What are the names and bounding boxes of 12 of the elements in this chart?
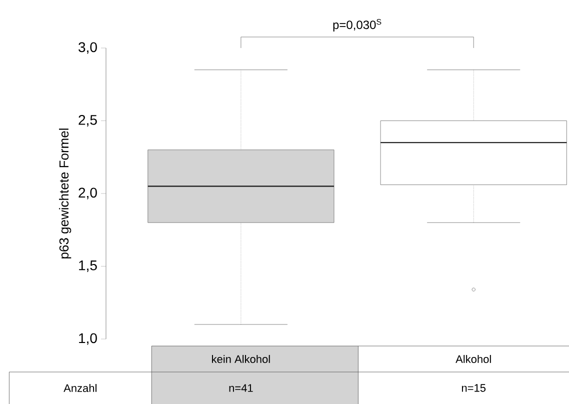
y-tick-label: 3,0 bbox=[78, 42, 97, 54]
text: n=41 bbox=[229, 384, 253, 392]
y-tick-label: 2,5 bbox=[78, 114, 97, 127]
text: n=15 bbox=[462, 384, 486, 392]
text: p=0,030$^{S}$ bbox=[333, 19, 382, 32]
y-axis-title: p63 gewichtete Formel bbox=[59, 128, 72, 258]
text: Anzahl bbox=[64, 384, 96, 392]
y-tick-label: 1,5 bbox=[79, 260, 97, 272]
x-tick-label: kein Alkohol bbox=[212, 354, 270, 364]
y-tick-label: 2,0 bbox=[78, 188, 97, 200]
y-tick-label: 1,0 bbox=[79, 333, 97, 345]
x-tick-label: Alkohol bbox=[456, 354, 491, 364]
